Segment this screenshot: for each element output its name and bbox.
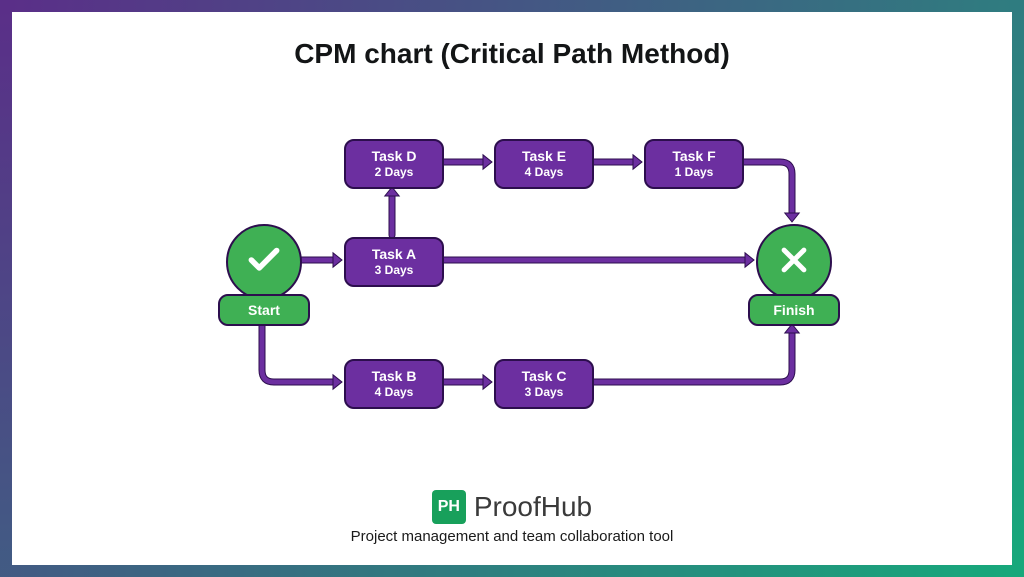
x-icon — [777, 243, 811, 282]
page-title: CPM chart (Critical Path Method) — [12, 38, 1012, 70]
proofhub-logo-icon: PH — [432, 490, 466, 524]
task-duration: 2 Days — [346, 165, 442, 179]
task-duration: 1 Days — [646, 165, 742, 179]
task-node-c: Task C3 Days — [494, 359, 594, 409]
footer: PH ProofHub Project management and team … — [12, 490, 1012, 545]
start-circle — [226, 224, 302, 300]
task-duration: 3 Days — [496, 385, 592, 399]
task-title: Task A — [346, 246, 442, 263]
task-node-b: Task B4 Days — [344, 359, 444, 409]
proofhub-wordmark: ProofHub — [474, 491, 592, 523]
finish-circle — [756, 224, 832, 300]
task-title: Task F — [646, 148, 742, 165]
finish-label: Finish — [748, 294, 840, 326]
task-duration: 4 Days — [346, 385, 442, 399]
task-node-e: Task E4 Days — [494, 139, 594, 189]
task-duration: 4 Days — [496, 165, 592, 179]
task-node-f: Task F1 Days — [644, 139, 744, 189]
arrow-layer — [12, 12, 1012, 565]
task-node-a: Task A3 Days — [344, 237, 444, 287]
canvas: CPM chart (Critical Path Method) Start Ta… — [12, 12, 1012, 565]
footer-tagline: Project management and team collaboratio… — [12, 528, 1012, 545]
task-title: Task D — [346, 148, 442, 165]
task-node-d: Task D2 Days — [344, 139, 444, 189]
task-title: Task E — [496, 148, 592, 165]
check-icon — [245, 241, 283, 284]
task-duration: 3 Days — [346, 263, 442, 277]
task-title: Task C — [496, 368, 592, 385]
start-label: Start — [218, 294, 310, 326]
task-title: Task B — [346, 368, 442, 385]
